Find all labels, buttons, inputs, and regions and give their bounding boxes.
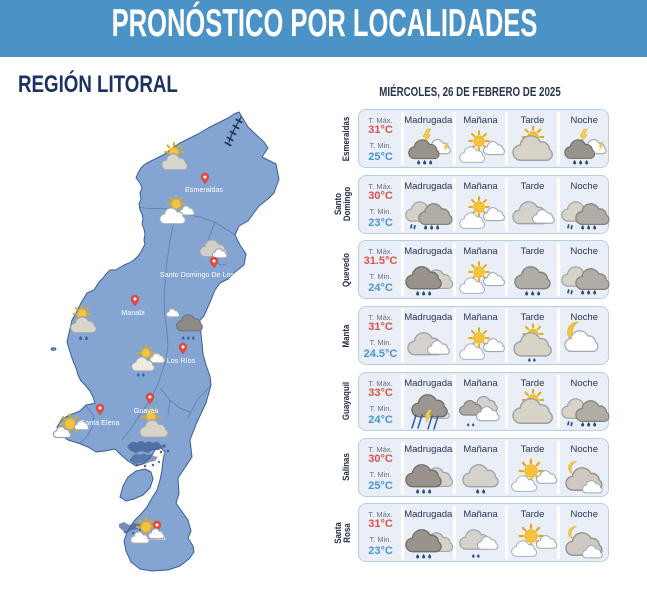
svg-text:Santa Elena: Santa Elena [80,418,119,427]
svg-text:Esmeraldas: Esmeraldas [185,185,223,194]
svg-text:Guayas: Guayas [134,406,159,415]
svg-text:Manabi: Manabi [121,308,145,317]
svg-text:Santo Domingo De Los: Santo Domingo De Los [160,270,235,279]
svg-text:Los Ríos: Los Ríos [167,356,196,365]
